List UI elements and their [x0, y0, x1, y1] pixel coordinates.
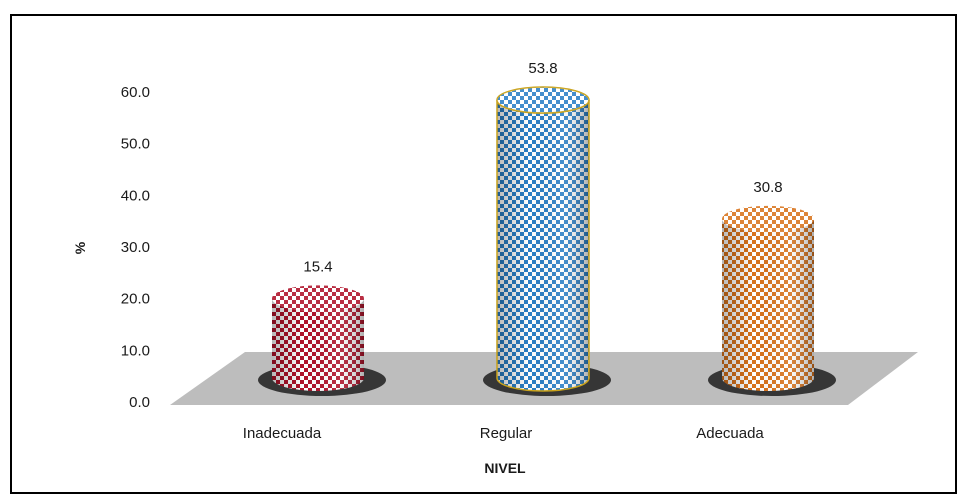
- bar-inadecuada: [258, 285, 386, 396]
- y-axis-title: %: [72, 241, 88, 254]
- bar-body-shading: [496, 99, 590, 392]
- bar-top: [496, 86, 590, 114]
- data-label: 15.4: [303, 258, 332, 275]
- x-tick-label: Regular: [480, 425, 533, 442]
- bar-body-shading: [722, 218, 814, 391]
- y-tick-label: 20.0: [121, 291, 150, 308]
- data-label: 53.8: [528, 60, 557, 77]
- y-tick-label: 60.0: [121, 84, 150, 101]
- bar-body-shading: [272, 298, 364, 391]
- y-tick-label: 50.0: [121, 136, 150, 153]
- x-tick-label: Inadecuada: [243, 425, 322, 442]
- y-tick-label: 40.0: [121, 187, 150, 204]
- x-axis-title: NIVEL: [484, 460, 526, 476]
- bar-top: [722, 205, 814, 232]
- y-tick-label: 0.0: [129, 394, 150, 411]
- bar-top: [272, 285, 364, 312]
- y-tick-label: 30.0: [121, 239, 150, 256]
- y-tick-label: 10.0: [121, 342, 150, 359]
- data-label: 30.8: [753, 179, 782, 196]
- bar-regular: [483, 86, 611, 396]
- bar-top-highlight: [497, 87, 589, 114]
- x-tick-label: Adecuada: [696, 425, 764, 442]
- bar-adecuada: [708, 205, 836, 396]
- bar-top-highlight: [272, 285, 364, 312]
- bar-top-highlight: [722, 205, 814, 232]
